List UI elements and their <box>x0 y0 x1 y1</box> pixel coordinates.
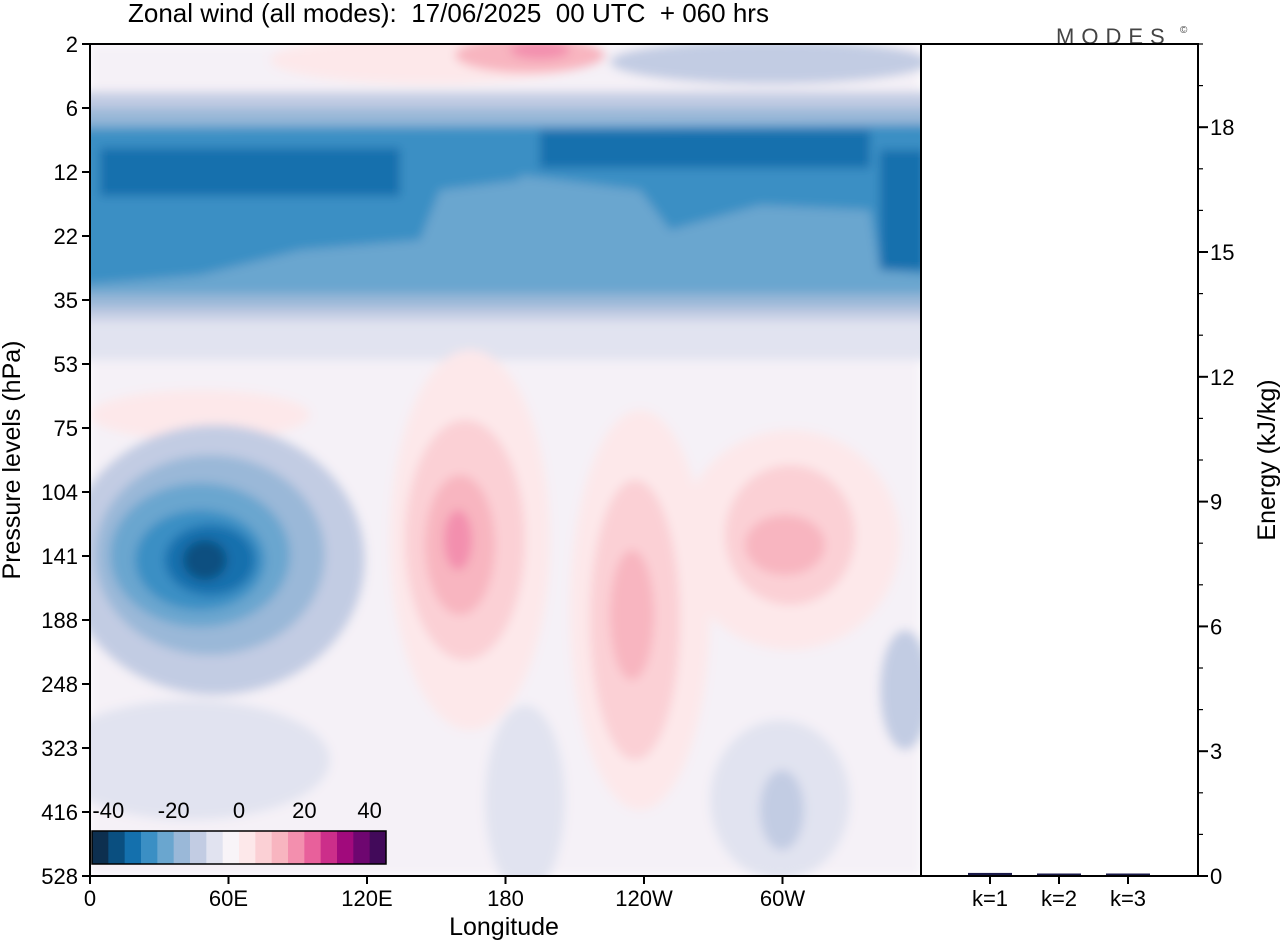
easterly-jet-core <box>183 540 227 580</box>
y-tick-label: 323 <box>41 736 78 761</box>
energy-bars: k=1 k=2 k=3 <box>968 872 1150 911</box>
y-tick-label: 248 <box>41 672 78 697</box>
colorbar-swatch <box>304 831 322 864</box>
colorbar-swatch <box>222 831 240 864</box>
colorbar-swatch <box>157 831 175 864</box>
y-tick-label: 53 <box>54 352 78 377</box>
colorbar: -40 -20 0 20 40 <box>91 798 387 865</box>
y-tick-label: 141 <box>41 544 78 569</box>
colorbar-swatch <box>206 831 224 864</box>
westerly-120w-inner <box>610 550 654 680</box>
colorbar-swatch <box>92 831 109 864</box>
x-axis-title: Longitude <box>449 913 559 941</box>
x-tick-label: 120E <box>341 886 392 911</box>
y-tick-label: 35 <box>54 288 78 313</box>
colorbar-frame <box>91 830 387 865</box>
colorbar-swatch <box>190 831 207 864</box>
y-tick-label: 188 <box>41 608 78 633</box>
energy-axis: 0 3 6 9 12 15 18 <box>1198 43 1234 889</box>
colorbar-swatch <box>255 831 273 864</box>
westerly-60w-inner <box>745 515 825 575</box>
energy-bar <box>1106 873 1150 875</box>
colorbar-swatch <box>271 831 289 864</box>
bar-category-label: k=2 <box>1041 886 1077 911</box>
stratosphere-westerly-peak <box>510 44 570 59</box>
colorbar-tick-label: 0 <box>233 798 245 823</box>
easterly-core-far-right <box>880 150 921 270</box>
energy-tick-label: 3 <box>1210 739 1222 764</box>
lower-easterly-left <box>90 700 330 820</box>
x-tick-label: 60W <box>760 886 805 911</box>
colorbar-tick-label: -40 <box>92 798 124 823</box>
y-tick-label: 104 <box>41 480 78 505</box>
colorbar-swatch <box>353 831 371 864</box>
bar-panel-frame <box>920 43 1199 877</box>
colorbar-swatch <box>108 831 126 864</box>
energy-tick-label: 9 <box>1210 490 1222 515</box>
y-tick-label: 528 <box>41 864 78 889</box>
bar-category-label: k=3 <box>1110 886 1146 911</box>
x-tick-label: 120W <box>615 886 673 911</box>
westerly-left-weak <box>90 390 310 440</box>
lower-easterly-60w-core <box>760 770 804 850</box>
heatmap-field <box>90 44 921 876</box>
bar-category-label: k=1 <box>972 886 1008 911</box>
x-axis: 0 60E 120E 180 120W 60W <box>84 876 805 911</box>
y-tick-label: 416 <box>41 800 78 825</box>
x-tick-label: 60E <box>209 886 248 911</box>
x-tick-label: 180 <box>487 886 524 911</box>
colorbar-swatch <box>239 831 256 864</box>
colorbar-tick-label: -20 <box>158 798 190 823</box>
easterly-core-right <box>540 130 870 168</box>
chart-title: Zonal wind (all modes): 17/06/2025 00 UT… <box>128 0 769 28</box>
colorbar-swatch <box>173 831 191 864</box>
westerly-180-core <box>444 510 472 570</box>
energy-axis-title: Energy (kJ/kg) <box>1253 379 1280 540</box>
energy-tick-label: 15 <box>1210 240 1234 265</box>
lower-strat-band <box>90 320 921 360</box>
energy-bar <box>1037 873 1081 875</box>
y-tick-label: 22 <box>54 224 78 249</box>
colorbar-swatch <box>124 831 142 864</box>
colorbar-swatch <box>288 831 305 864</box>
y-tick-label: 2 <box>66 32 78 57</box>
energy-tick-label: 12 <box>1210 365 1234 390</box>
brand-mark: © <box>1180 25 1188 36</box>
colorbar-swatch <box>337 831 354 864</box>
colorbar-swatch <box>141 831 158 864</box>
y-tick-label: 6 <box>66 96 78 121</box>
y-axis-title: Pressure levels (hPa) <box>0 341 26 580</box>
energy-bar <box>968 872 1012 875</box>
energy-tick-label: 0 <box>1210 864 1222 889</box>
lower-easterly-right <box>880 630 921 750</box>
energy-tick-label: 6 <box>1210 614 1222 639</box>
lower-easterly-180 <box>485 705 565 876</box>
x-tick-label: 0 <box>84 886 96 911</box>
colorbar-swatch <box>369 831 387 864</box>
y-tick-label: 75 <box>54 416 78 441</box>
y-axis: 2 6 12 22 35 53 75 104 141 188 248 323 416 528 <box>41 32 90 889</box>
colorbar-tick-label: 40 <box>357 798 381 823</box>
y-tick-label: 12 <box>54 160 78 185</box>
energy-tick-label: 18 <box>1210 115 1234 140</box>
stratosphere-easterly-right <box>610 44 921 84</box>
colorbar-swatch <box>320 831 338 864</box>
colorbar-tick-label: 20 <box>292 798 316 823</box>
brand-logo: MODES <box>1056 24 1172 49</box>
easterly-core-left <box>100 148 400 196</box>
